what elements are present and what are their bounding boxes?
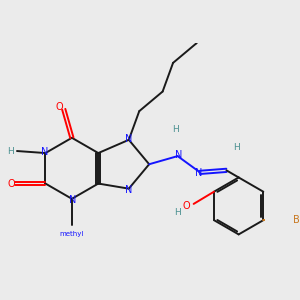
Text: Br: Br <box>292 215 300 225</box>
Text: H: H <box>8 146 14 155</box>
Text: N: N <box>69 195 76 205</box>
Text: N: N <box>41 147 48 157</box>
Text: methyl: methyl <box>60 231 84 237</box>
Text: O: O <box>7 178 15 189</box>
Text: O: O <box>56 102 64 112</box>
Text: N: N <box>125 185 133 195</box>
Text: N: N <box>195 168 203 178</box>
Text: N: N <box>125 134 133 144</box>
Text: H: H <box>233 143 240 152</box>
Text: N: N <box>175 150 182 160</box>
Text: H: H <box>174 208 181 217</box>
Text: O: O <box>183 201 190 211</box>
Text: H: H <box>172 125 179 134</box>
